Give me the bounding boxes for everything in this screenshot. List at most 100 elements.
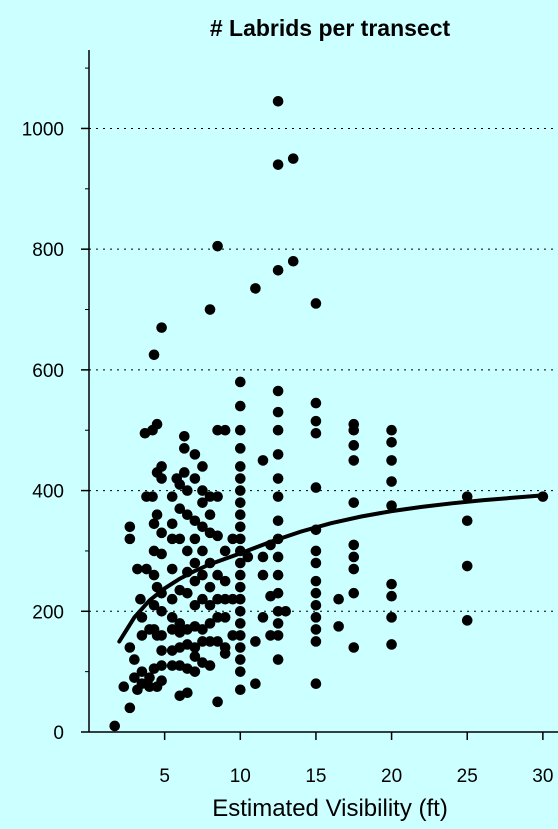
data-point xyxy=(310,397,322,409)
data-point xyxy=(148,599,160,611)
data-point xyxy=(197,593,208,605)
grid-lines xyxy=(89,127,558,612)
data-point xyxy=(461,615,473,626)
data-point xyxy=(204,618,216,629)
data-point xyxy=(348,440,360,451)
data-point xyxy=(257,551,269,563)
data-point xyxy=(189,642,201,653)
data-point xyxy=(386,476,397,487)
data-point xyxy=(219,575,231,587)
data-point xyxy=(234,569,246,581)
data-point xyxy=(166,518,178,530)
data-point xyxy=(234,376,246,388)
x-tick-label: 15 xyxy=(305,766,326,787)
data-point xyxy=(234,533,246,545)
data-point xyxy=(257,612,269,623)
data-point xyxy=(234,642,246,653)
data-point xyxy=(333,593,344,605)
data-point xyxy=(333,621,344,632)
data-point xyxy=(212,612,223,623)
data-point xyxy=(212,696,223,708)
data-point xyxy=(272,473,284,484)
data-point xyxy=(386,424,397,436)
data-point xyxy=(280,605,291,617)
data-point xyxy=(348,551,360,563)
data-point xyxy=(174,503,186,514)
data-point xyxy=(272,515,284,527)
data-point xyxy=(250,283,261,294)
data-point xyxy=(234,424,246,436)
data-point xyxy=(212,424,223,436)
data-point xyxy=(310,545,322,557)
chart-title: # Labrids per transect xyxy=(210,15,451,41)
data-point xyxy=(156,473,167,484)
data-point xyxy=(234,497,246,508)
data-point xyxy=(197,461,208,472)
data-point xyxy=(174,479,186,490)
data-point xyxy=(148,349,160,361)
data-point xyxy=(310,678,322,690)
data-point xyxy=(197,485,208,496)
data-point xyxy=(310,427,322,439)
data-point xyxy=(272,424,284,436)
data-point xyxy=(234,461,246,472)
data-point xyxy=(212,491,223,502)
data-point xyxy=(348,455,360,466)
data-point xyxy=(212,530,223,542)
data-point xyxy=(212,240,223,252)
data-point xyxy=(219,648,231,659)
data-point xyxy=(272,618,284,629)
data-point xyxy=(118,681,130,693)
data-point xyxy=(197,521,208,533)
data-point xyxy=(189,515,201,527)
data-point xyxy=(156,605,167,617)
x-tick-label: 30 xyxy=(532,766,553,787)
data-point xyxy=(189,575,201,587)
data-point xyxy=(174,618,186,629)
data-point xyxy=(204,581,216,593)
x-axis-label: Estimated Visibility (ft) xyxy=(212,795,448,822)
data-point xyxy=(386,612,397,623)
data-point xyxy=(234,473,246,484)
data-point xyxy=(272,605,284,617)
y-tick-label: 200 xyxy=(32,602,64,623)
data-point xyxy=(197,497,208,508)
data-point xyxy=(136,666,148,677)
data-point xyxy=(257,455,269,466)
data-point xyxy=(151,418,163,430)
data-point xyxy=(156,645,167,656)
data-point xyxy=(166,660,178,671)
data-point xyxy=(219,424,231,436)
data-point xyxy=(166,533,178,545)
data-point xyxy=(386,578,397,590)
data-point xyxy=(242,551,254,563)
data-point xyxy=(197,569,208,581)
data-point xyxy=(461,515,473,527)
data-point xyxy=(219,545,231,557)
data-point xyxy=(179,467,190,478)
data-point xyxy=(348,539,360,551)
data-point xyxy=(272,491,284,502)
data-point xyxy=(310,612,322,623)
data-point xyxy=(250,636,261,647)
data-point xyxy=(148,569,160,581)
data-point xyxy=(272,630,284,641)
data-point xyxy=(310,636,322,647)
data-point xyxy=(124,642,136,653)
data-point xyxy=(234,443,246,454)
data-point xyxy=(189,473,201,484)
data-point xyxy=(189,599,201,611)
data-point xyxy=(348,587,360,599)
data-point xyxy=(141,563,152,575)
data-point xyxy=(310,557,322,569)
data-point xyxy=(204,636,216,647)
data-point xyxy=(272,406,284,418)
data-point xyxy=(386,639,397,650)
data-point xyxy=(310,298,322,309)
x-tick-label: 25 xyxy=(457,766,478,787)
data-point xyxy=(156,548,167,560)
data-point xyxy=(156,660,167,671)
data-point xyxy=(189,666,201,677)
data-point xyxy=(182,687,193,699)
data-point xyxy=(156,322,167,333)
